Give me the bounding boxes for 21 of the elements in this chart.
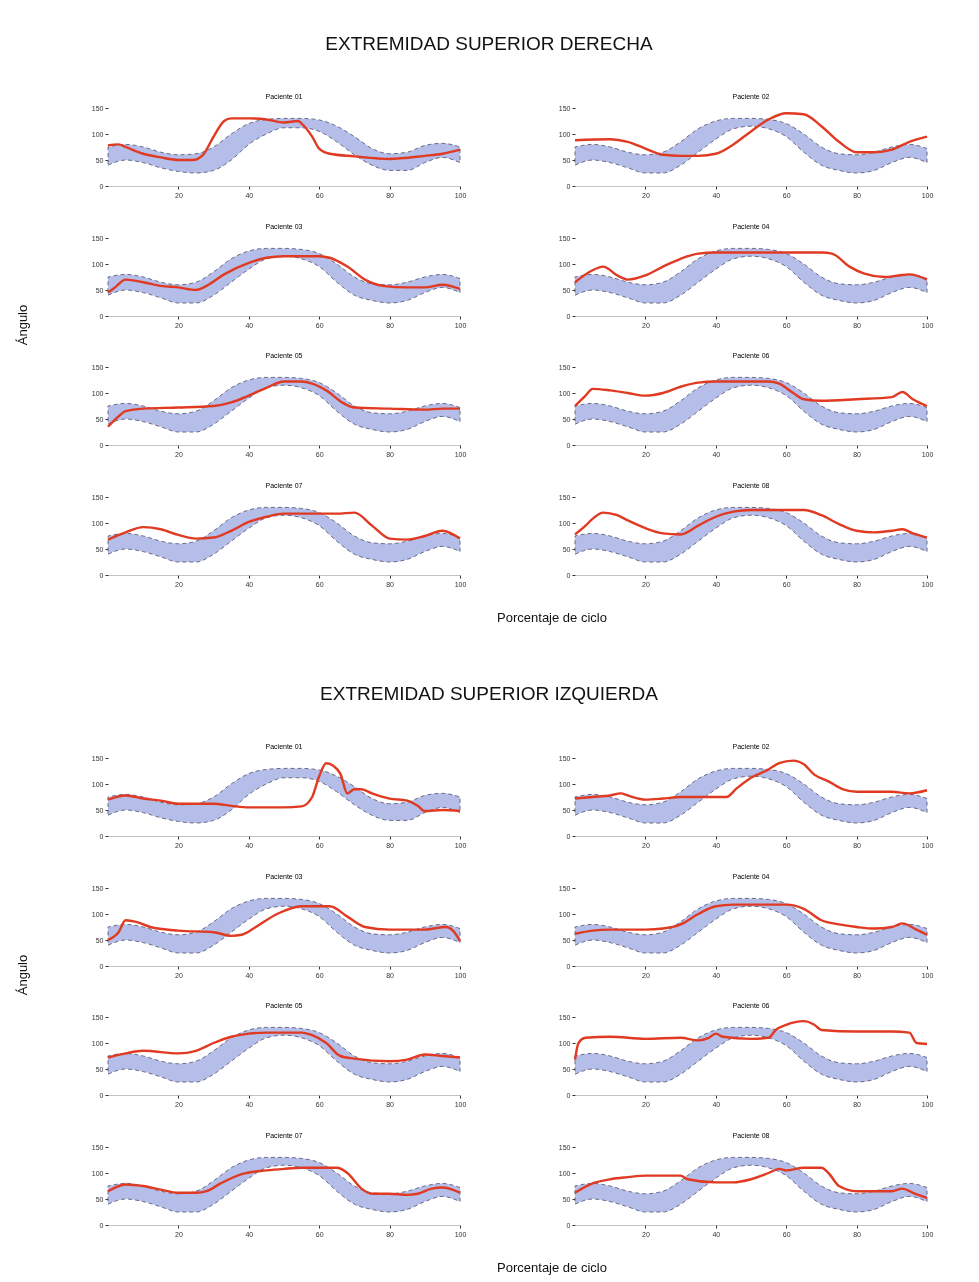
text: EXTREMIDAD SUPERIOR IZQUIERDA [320, 683, 658, 705]
line-series [573, 508, 929, 539]
line-series [106, 904, 462, 942]
line-series [573, 1019, 929, 1061]
text: Porcentaje de ciclo [497, 1260, 607, 1275]
line-series [106, 1166, 462, 1196]
line-series [106, 762, 462, 813]
line-series [106, 117, 462, 162]
line-series [106, 510, 462, 541]
text: Ángulo [14, 304, 30, 346]
line-series [106, 254, 462, 294]
line-series [106, 1031, 462, 1063]
text: Porcentaje de ciclo [497, 610, 607, 625]
line-series [573, 902, 929, 936]
line-series [573, 380, 929, 408]
line-series [573, 112, 929, 158]
text: EXTREMIDAD SUPERIOR DERECHA [325, 33, 653, 55]
line-series [573, 250, 929, 283]
text: Ángulo [14, 954, 30, 996]
line-series [573, 1166, 929, 1199]
line-series [573, 759, 929, 801]
